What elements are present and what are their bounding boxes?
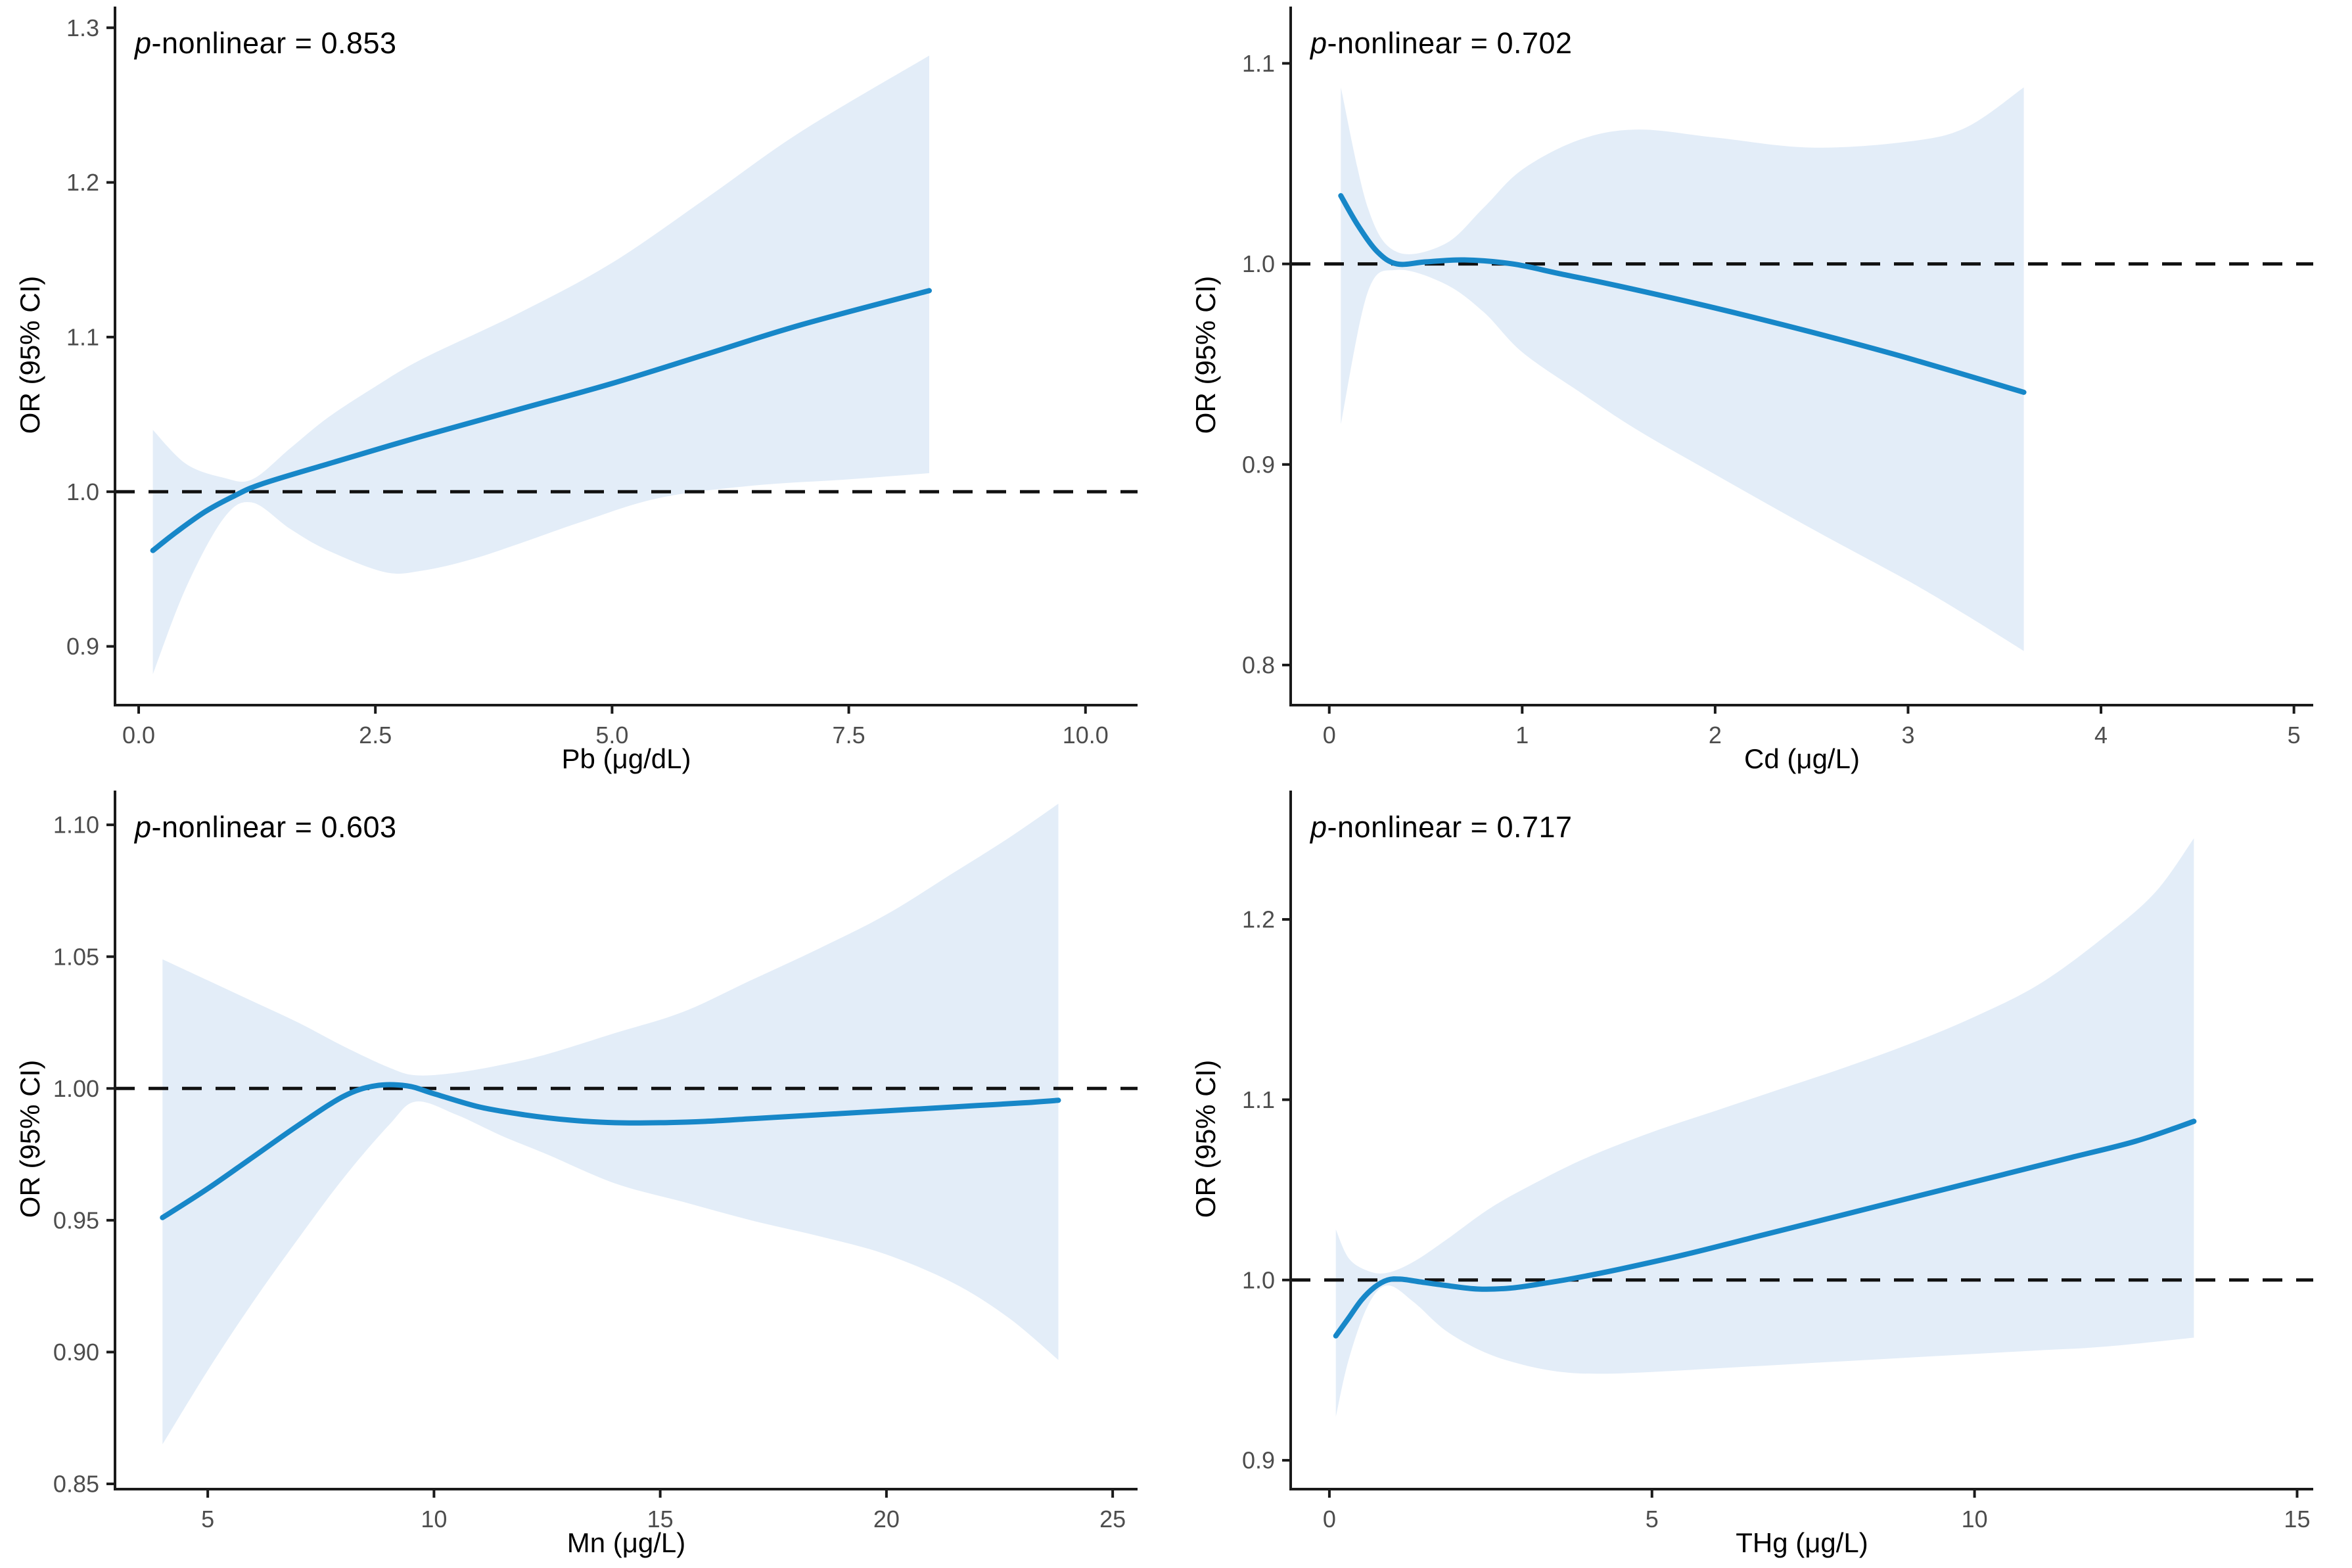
panel-mn: 0.85 0.90 0.95 1.00 1.05 1.10 5 10 15 20 25 p-nonl… [0,784,1176,1568]
panel-thg: 0.9 1.0 1.1 1.2 0 5 10 15 p-nonlinear = 0.717 T… [1176,784,2352,1568]
mn-plot: 0.85 0.90 0.95 1.00 1.05 1.10 5 10 15 20 25 [53,791,1138,1533]
or-spline-curve [1338,193,2027,395]
or-spline-curve [1333,1118,2197,1339]
x-tick-label: 0 [1323,1506,1336,1533]
p-nonlinear-annotation: p-nonlinear = 0.603 [135,810,397,844]
x-tick-label: 2 [1709,722,1722,749]
ci-band [1335,838,2194,1418]
y-tick-label: 1.1 [66,324,99,351]
y-axis-label: OR (95% CI) [14,1059,45,1218]
y-tick-label: 0.9 [66,633,99,660]
x-tick-label: 15 [647,1506,674,1533]
p-nonlinear-annotation: p-nonlinear = 0.853 [135,26,397,60]
y-tick-label: 0.9 [1242,451,1275,478]
y-tick-label: 0.85 [53,1471,99,1498]
x-tick-label: 1 [1515,722,1529,749]
x-tick-label: 5 [1646,1506,1659,1533]
p-nonlinear-annotation: p-nonlinear = 0.702 [1310,26,1573,60]
y-tick-label: 1.1 [1242,1086,1275,1113]
ci-band [152,55,930,674]
or-spline-curve [160,1082,1061,1220]
y-tick-label: 0.90 [53,1339,99,1366]
y-tick-label: 1.2 [66,169,99,196]
y-tick-label: 1.2 [1242,906,1275,933]
x-axis-label: Mn (μg/L) [566,1527,686,1558]
x-tick-label: 5 [2288,722,2301,749]
y-tick-label: 1.0 [1242,250,1275,277]
axes: 0.85 0.90 0.95 1.00 1.05 1.10 5 10 15 20 25 [53,791,1138,1533]
or-spline-curve [150,288,932,553]
y-tick-label: 1.0 [66,478,99,505]
x-tick-label: 7.5 [833,722,865,749]
x-tick-label: 5.0 [595,722,628,749]
thg-plot: 0.9 1.0 1.1 1.2 0 5 10 15 [1242,791,2313,1533]
ci-band [1341,87,2024,651]
x-tick-label: 4 [2094,722,2108,749]
y-tick-label: 0.9 [1242,1447,1275,1474]
x-axis-label: Cd (μg/L) [1744,743,1860,774]
axes: 0.9 1.0 1.1 1.2 1.3 0.0 2.5 5.0 7.5 10.0 [66,7,1138,749]
y-tick-label: 0.95 [53,1207,99,1234]
panel-pb: 0.9 1.0 1.1 1.2 1.3 0.0 2.5 5.0 7.5 10.0 p-nonlin… [0,0,1176,784]
y-tick-label: 1.3 [66,14,99,41]
y-tick-label: 1.05 [53,943,99,970]
x-tick-label: 10 [1962,1506,1988,1533]
x-tick-label: 15 [2284,1506,2310,1533]
y-tick-label: 1.00 [53,1075,99,1102]
p-nonlinear-annotation: p-nonlinear = 0.717 [1310,810,1573,844]
x-tick-label: 20 [873,1506,900,1533]
x-tick-label: 10.0 [1063,722,1109,749]
pb-plot: 0.9 1.0 1.1 1.2 1.3 0.0 2.5 5.0 7.5 10.0 [66,7,1138,749]
x-tick-label: 2.5 [359,722,392,749]
panel-cd: 0.8 0.9 1.0 1.1 0 1 2 3 4 5 p-nonlinear = 0.702 C… [1176,0,2352,784]
x-tick-label: 10 [421,1506,447,1533]
y-axis-label: OR (95% CI) [14,275,45,434]
axes: 0.9 1.0 1.1 1.2 0 5 10 15 [1242,791,2313,1533]
x-tick-label: 5 [201,1506,214,1533]
x-tick-label: 0.0 [122,722,155,749]
y-tick-label: 1.0 [1242,1266,1275,1293]
y-axis-label: OR (95% CI) [1190,275,1221,434]
axes: 0.8 0.9 1.0 1.1 0 1 2 3 4 5 [1242,7,2313,749]
y-tick-label: 0.8 [1242,652,1275,679]
y-axis-label: OR (95% CI) [1190,1059,1221,1218]
y-tick-label: 1.10 [53,812,99,839]
x-axis-label: THg (μg/L) [1736,1527,1868,1558]
x-tick-label: 0 [1323,722,1336,749]
x-tick-label: 25 [1099,1506,1126,1533]
x-axis-label: Pb (μg/dL) [561,743,691,774]
cd-plot: 0.8 0.9 1.0 1.1 0 1 2 3 4 5 [1242,7,2313,749]
x-tick-label: 3 [1901,722,1914,749]
y-tick-label: 1.1 [1242,50,1275,77]
